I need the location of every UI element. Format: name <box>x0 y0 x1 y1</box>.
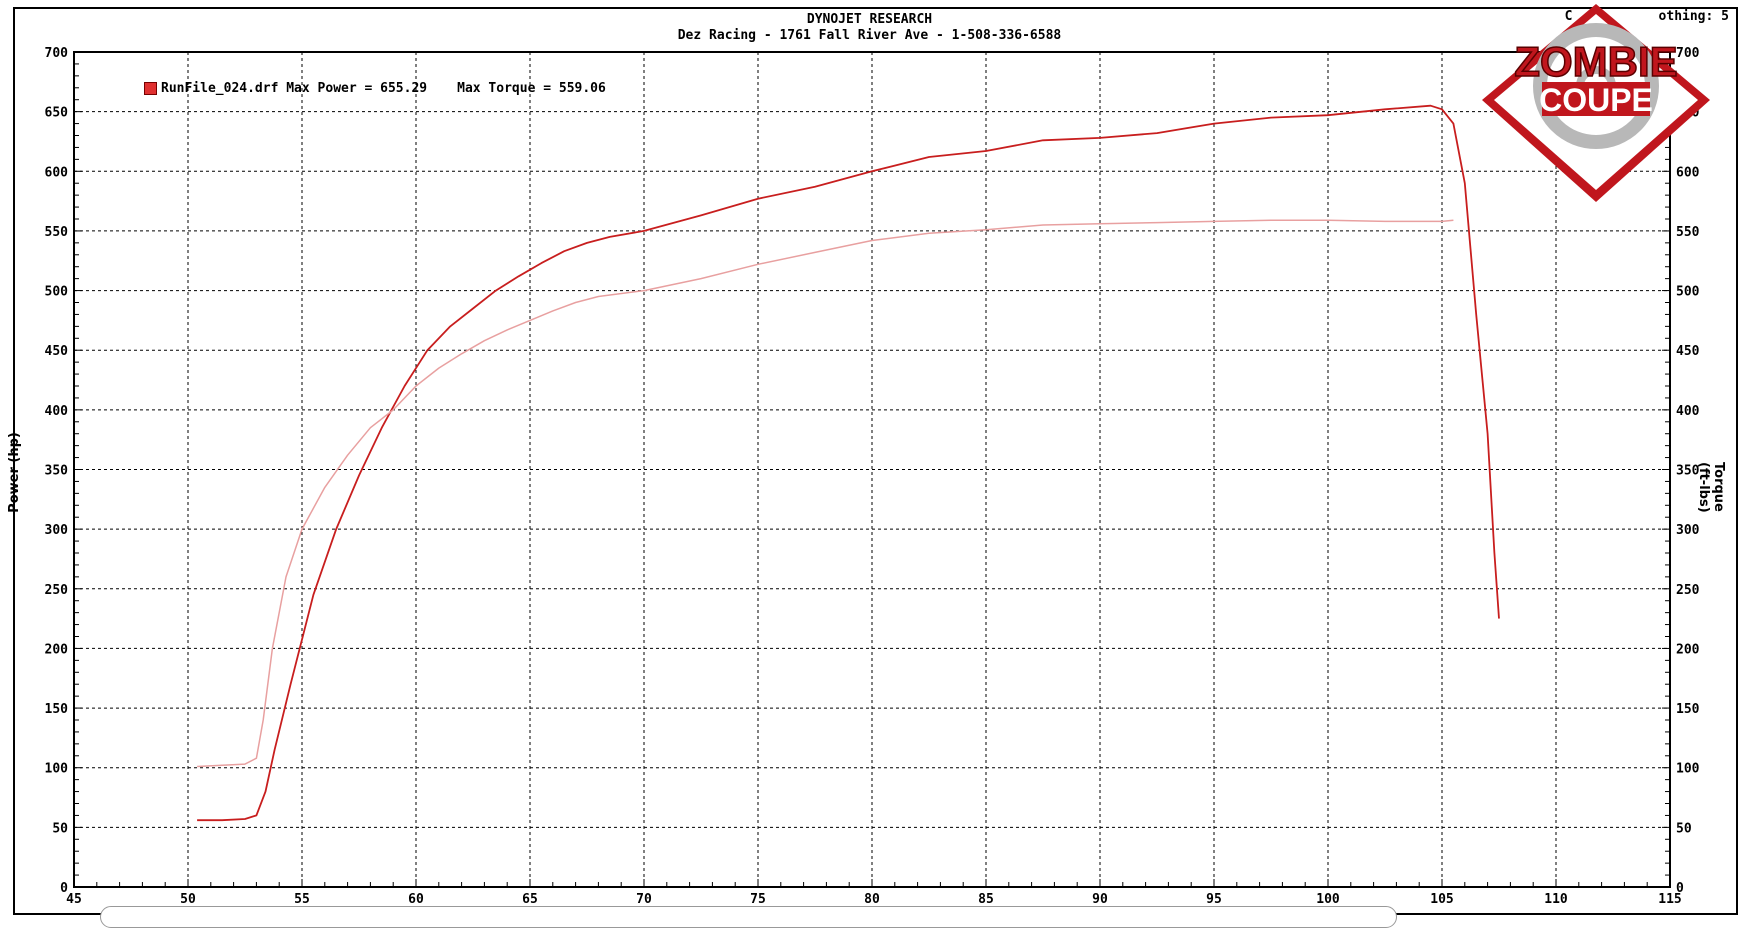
legend-swatch <box>144 82 157 95</box>
y-tick-label-left: 300 <box>45 523 69 538</box>
x-tick-label: 60 <box>408 892 424 907</box>
y-tick-label-left: 400 <box>45 404 69 419</box>
grid <box>74 52 1670 887</box>
logo-text-zombie: ZOMBIE <box>1514 38 1677 85</box>
legend-max-torque: Max Torque = 559.06 <box>457 81 606 96</box>
y-tick-label-right: 700 <box>1676 46 1700 61</box>
y-tick-label-right: 450 <box>1676 344 1700 359</box>
y-tick-label-left: 150 <box>45 702 69 717</box>
x-tick-label: 115 <box>1658 892 1681 907</box>
y-tick-label-right: 500 <box>1676 285 1700 300</box>
y-tick-label-left: 500 <box>45 285 69 300</box>
legend-max-power: Max Power = 655.29 <box>286 81 428 96</box>
chart-subtitle: Dez Racing - 1761 Fall River Ave - 1-508… <box>677 28 1062 43</box>
y-tick-label-left: 250 <box>45 583 69 598</box>
x-tick-label: 105 <box>1430 892 1453 907</box>
x-tick-label: 100 <box>1316 892 1340 907</box>
y-tick-label-right: 50 <box>1676 821 1692 836</box>
y-tick-label-right: 100 <box>1676 762 1700 777</box>
y-tick-label-left: 0 <box>60 881 68 896</box>
y-axis-left-label: Power (hp) <box>6 432 22 513</box>
bottom-panel <box>100 906 1397 928</box>
y-tick-label-right: 350 <box>1676 464 1700 479</box>
y-tick-label-right: 250 <box>1676 583 1700 598</box>
x-tick-label: 45 <box>66 892 82 907</box>
chart-title: DYNOJET RESEARCH <box>806 12 933 27</box>
y-tick-label-left: 100 <box>45 762 69 777</box>
x-tick-label: 85 <box>978 892 994 907</box>
y-tick-label-left: 200 <box>45 642 69 657</box>
y-tick-label-left: 450 <box>45 344 69 359</box>
y-tick-label-left: 600 <box>45 165 69 180</box>
x-tick-label: 55 <box>294 892 310 907</box>
x-tick-label: 75 <box>750 892 766 907</box>
logo-banner <box>1542 82 1650 116</box>
x-tick-label: 110 <box>1544 892 1568 907</box>
power-curve <box>197 104 1500 822</box>
x-tick-label: 95 <box>1206 892 1222 907</box>
y-tick-label-right: 200 <box>1676 642 1700 657</box>
x-tick-label: 50 <box>180 892 196 907</box>
y-tick-label-left: 700 <box>45 46 69 61</box>
y-tick-label-right: 550 <box>1676 225 1700 240</box>
x-tick-label: 90 <box>1092 892 1108 907</box>
y-axis-right-label: Torque (ft-lbs) <box>1696 462 1726 513</box>
y-tick-label-left: 550 <box>45 225 69 240</box>
logo-text-coupe: COUPE <box>1539 82 1653 118</box>
legend: RunFile_024.drf Max Power = 655.29 Max T… <box>144 81 606 96</box>
y-tick-label-right: 300 <box>1676 523 1700 538</box>
y-tick-label-right: 400 <box>1676 404 1700 419</box>
torque-curve <box>197 219 1454 768</box>
zombie-coupe-logo: ZOMBIE COUPE <box>1482 4 1710 202</box>
y-tick-label-left: 350 <box>45 464 69 479</box>
y-tick-label-right: 150 <box>1676 702 1700 717</box>
y-tick-label-left: 650 <box>45 106 69 121</box>
y-tick-label-right: 600 <box>1676 165 1700 180</box>
y-tick-label-left: 50 <box>52 821 68 836</box>
biohazard-icon <box>1533 23 1659 149</box>
x-tick-label: 70 <box>636 892 652 907</box>
x-tick-label: 65 <box>522 892 538 907</box>
series-group <box>197 104 1500 822</box>
legend-run-file: RunFile_024.drf <box>161 81 279 96</box>
y-tick-label-right: 0 <box>1676 881 1684 896</box>
x-tick-label: 80 <box>864 892 880 907</box>
